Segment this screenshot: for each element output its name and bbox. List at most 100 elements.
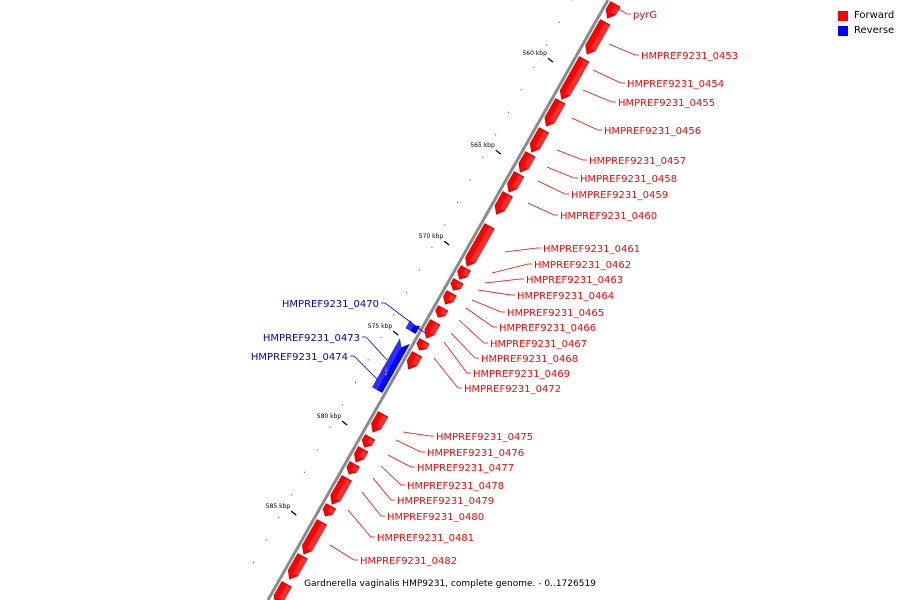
gene-arrow-forward <box>450 278 464 291</box>
scale-tick <box>443 240 450 246</box>
genome-backbone <box>266 0 610 600</box>
minor-tick <box>329 426 331 428</box>
gene-label-forward: HMPREF9231_0467 <box>490 339 587 350</box>
label-leader <box>527 202 558 216</box>
gene-label-reverse: HMPREF9231_0470 <box>282 299 379 310</box>
label-leader <box>402 431 434 437</box>
minor-tick <box>278 516 280 518</box>
gene-label-forward: HMPREF9231_0456 <box>604 126 701 137</box>
scale-tick <box>341 420 348 426</box>
label-leader <box>465 307 497 328</box>
gene-arrow-forward <box>322 503 337 517</box>
label-leader <box>350 355 379 381</box>
gene-arrow-forward <box>585 19 611 55</box>
minor-tick <box>444 224 446 226</box>
scale-tick <box>290 510 297 516</box>
minor-tick <box>405 291 407 293</box>
label-leader <box>611 4 631 15</box>
label-leader <box>433 357 462 389</box>
gene-label-forward: HMPREF9231_0477 <box>417 463 514 474</box>
gene-label-reverse: HMPREF9231_0473 <box>263 333 360 344</box>
gene-arrow-forward <box>424 319 441 339</box>
gene-arrow-forward <box>457 265 471 280</box>
scale-label: 580 kbp <box>317 413 342 420</box>
gene-label-forward: HMPREF9231_0479 <box>397 496 494 507</box>
gene-arrow-forward <box>287 553 308 580</box>
legend-reverse: Reverse <box>838 23 894 38</box>
gene-arrow-forward <box>330 475 352 505</box>
gene-features <box>273 1 621 600</box>
label-leader <box>484 278 524 284</box>
gene-arrow-reverse <box>371 366 395 393</box>
gene-label-forward: HMPREF9231_0455 <box>618 98 715 109</box>
gene-label-forward: HMPREF9231_0475 <box>436 432 533 443</box>
gene-label-forward: HMPREF9231_0466 <box>499 323 596 334</box>
gene-arrow-forward <box>507 171 525 193</box>
gene-label-forward: HMPREF9231_0478 <box>407 481 504 492</box>
minor-tick <box>495 134 497 136</box>
label-leader <box>571 117 602 131</box>
label-leader <box>477 289 515 296</box>
minor-tick <box>558 21 560 23</box>
gene-arrow-forward <box>371 411 389 433</box>
gene-arrow-forward <box>302 519 328 555</box>
minor-tick <box>291 494 293 496</box>
minor-tick <box>393 314 395 316</box>
minor-tick <box>265 539 267 541</box>
gene-arrow-forward <box>273 581 292 600</box>
gene-arrow-forward <box>465 223 495 267</box>
label-leader <box>443 341 471 374</box>
gene-label-forward: pyrG <box>633 10 657 21</box>
gene-label-forward: HMPREF9231_0460 <box>560 211 657 222</box>
minor-tick <box>380 336 382 338</box>
gene-arrow-forward <box>605 1 621 19</box>
minor-tick <box>546 44 548 46</box>
gene-label-forward: HMPREF9231_0476 <box>427 448 524 459</box>
gene-label-forward: HMPREF9231_0458 <box>580 174 677 185</box>
scale-label: 585 kbp <box>266 503 291 510</box>
minor-tick <box>469 179 471 181</box>
label-leader <box>450 332 479 359</box>
gene-label-forward: HMPREF9231_0468 <box>481 354 578 365</box>
minor-tick <box>354 381 356 383</box>
minor-tick <box>342 404 344 406</box>
gene-arrow-forward <box>529 127 550 153</box>
legend-forward: Forward <box>838 8 894 23</box>
label-leader <box>458 319 488 344</box>
scale-ticks: 560 kbp 565 kbp 570 kbp 575 kbp 580 kbp 585 k… <box>252 0 573 563</box>
minor-tick <box>367 359 369 361</box>
gene-label-forward: HMPREF9231_0459 <box>571 190 668 201</box>
minor-tick <box>431 246 433 248</box>
gene-arrow-forward <box>494 191 513 215</box>
gene-label-forward: HMPREF9231_0461 <box>543 244 640 255</box>
gene-label-forward: HMPREF9231_0453 <box>641 51 738 62</box>
label-leader <box>546 166 578 179</box>
scale-label: 560 kbp <box>522 50 547 57</box>
label-leader <box>329 544 358 561</box>
minor-tick <box>418 269 420 271</box>
gene-arrow-forward <box>559 56 590 100</box>
label-leader <box>537 180 569 195</box>
scale-tick <box>495 149 502 155</box>
gene-label-forward: HMPREF9231_0469 <box>473 369 570 380</box>
gene-label-forward: HMPREF9231_0481 <box>377 533 474 544</box>
scale-label: 575 kbp <box>368 323 393 330</box>
label-leader <box>387 454 415 468</box>
forward-swatch <box>838 10 848 21</box>
scale-tick <box>547 57 554 63</box>
minor-tick <box>520 89 522 91</box>
minor-tick <box>303 471 305 473</box>
label-leader <box>556 149 587 161</box>
label-leader <box>504 247 541 253</box>
label-leader <box>362 336 388 361</box>
label-leader <box>471 299 505 313</box>
gene-label-forward: HMPREF9231_0465 <box>507 308 604 319</box>
label-leader <box>381 302 426 334</box>
gene-label-forward: HMPREF9231_0480 <box>387 512 484 523</box>
reverse-swatch <box>838 25 848 36</box>
legend-forward-label: Forward <box>854 10 895 21</box>
label-leader <box>395 439 425 453</box>
minor-tick <box>533 66 535 68</box>
minor-tick <box>482 156 484 158</box>
gene-label-reverse: HMPREF9231_0474 <box>251 352 348 363</box>
